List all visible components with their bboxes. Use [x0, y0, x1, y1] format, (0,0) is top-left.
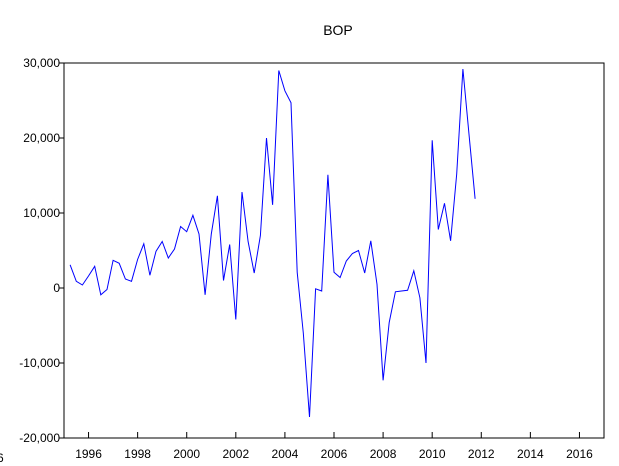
chart-title: BOP: [323, 22, 353, 38]
clipped-label: 6: [0, 451, 4, 465]
y-tick-label: 10,000: [23, 206, 60, 220]
y-tick-label: 0: [53, 281, 60, 295]
y-tick-label: 30,000: [23, 56, 60, 70]
x-tick-label: 2012: [468, 447, 495, 461]
y-tick-label: 20,000: [23, 131, 60, 145]
x-tick-label: 2004: [272, 447, 299, 461]
x-tick-label: 2014: [517, 447, 544, 461]
x-tick-label: 1998: [124, 447, 151, 461]
x-tick-label: 2002: [222, 447, 249, 461]
x-tick-label: 2010: [419, 447, 446, 461]
x-tick-label: 2016: [566, 447, 593, 461]
x-tick-label: 2008: [370, 447, 397, 461]
x-tick-label: 1996: [75, 447, 102, 461]
x-tick-label: 2006: [321, 447, 348, 461]
series-line: [69, 68, 476, 418]
x-tick-label: 2000: [173, 447, 200, 461]
y-tick-label: -10,000: [19, 356, 60, 370]
y-tick-label: -20,000: [19, 431, 60, 445]
